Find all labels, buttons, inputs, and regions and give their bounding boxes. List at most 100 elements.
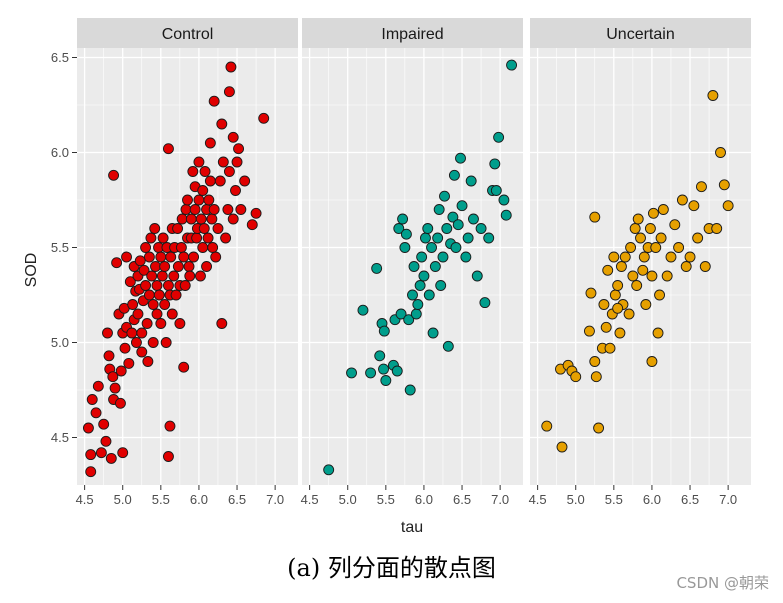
data-point [391,365,403,377]
data-point [227,131,239,143]
data-point [707,90,719,101]
data-point [217,156,229,168]
y-axis: 4.5 5.0 5.5 6.0 6.5 [51,50,77,445]
data-point [178,251,190,263]
data-point [661,270,673,282]
data-point [593,422,605,434]
data-point [107,371,119,383]
data-point [164,420,176,432]
data-point [380,375,392,386]
data-point [435,280,447,291]
data-point [439,190,450,202]
data-point [197,185,209,196]
data-point [85,449,97,461]
data-point [465,175,477,187]
data-point [416,251,428,263]
data-point [198,223,210,234]
data-point [442,340,454,352]
data-point [711,223,723,234]
data-point [216,318,228,329]
x-tick-label: 6.5 [681,492,699,507]
data-point [105,452,117,464]
data-point [612,302,624,314]
data-point [410,308,422,320]
data-point [127,299,139,310]
y-tick-label: 6.5 [51,50,69,65]
data-point [155,318,167,329]
data-point [365,367,377,379]
data-point [155,251,167,263]
x-tick-label: 7.0 [491,492,509,507]
data-point [188,251,200,263]
data-point [614,327,626,339]
data-point [462,232,474,244]
data-point [195,270,206,282]
data-point [142,356,154,367]
data-point [400,228,412,240]
data-point [170,289,182,301]
data-point [500,209,512,221]
data-point [111,257,123,269]
data-point [204,137,216,149]
data-point [246,219,258,231]
data-point [223,86,235,98]
data-point [103,350,115,362]
data-point [86,394,98,405]
data-point [231,156,243,168]
data-point [239,175,251,187]
data-point [162,280,174,291]
data-point [493,131,505,143]
y-tick-label: 4.5 [51,430,69,445]
x-tick-label: 6.0 [190,492,208,507]
data-point [418,270,430,282]
data-point [258,112,270,124]
data-point [204,175,216,187]
data-point [222,204,234,215]
x-tick-label: 6.5 [453,492,471,507]
figure-caption: (a) 列分面的散点图 [287,554,496,582]
data-point [220,232,232,244]
data-point [227,213,239,225]
data-point [637,264,649,276]
watermark: CSDN @朝荣 [676,574,769,592]
data-point [184,270,196,282]
data-point [479,297,491,309]
data-point [134,255,146,267]
data-point [172,223,184,234]
data-point [673,242,685,253]
data-point [102,327,113,339]
data-point [638,251,650,263]
faceted-scatter-chart: Control 4.5 5.0 5.5 6.0 6.5 7.0 Impaired 4.5 5.0 5… [23,18,751,536]
data-point [374,350,386,362]
data-point [140,280,152,291]
data-point [162,451,174,462]
data-point [722,200,734,212]
data-point [447,211,459,223]
data-point [100,435,112,447]
data-point [441,223,453,234]
data-point [143,289,155,301]
data-point [475,223,487,234]
data-point [193,194,205,206]
data-point [174,318,186,329]
data-point [121,251,132,263]
x-tick-label: 5.0 [339,492,357,507]
data-point [541,420,553,432]
data-point [456,200,468,212]
x-tick-label: 5.0 [567,492,585,507]
data-point [156,270,168,282]
data-point [498,194,510,206]
data-point [159,261,171,272]
data-point [149,223,161,234]
facet-strip-label: Uncertain [606,26,674,43]
data-point [143,251,155,263]
x-tick-label: 5.5 [377,492,395,507]
data-point [109,382,121,394]
data-point [223,166,235,177]
data-point [117,447,129,459]
data-point [187,166,199,177]
data-point [147,299,159,310]
data-point [397,213,409,225]
data-point [715,147,726,158]
data-point [85,466,97,478]
